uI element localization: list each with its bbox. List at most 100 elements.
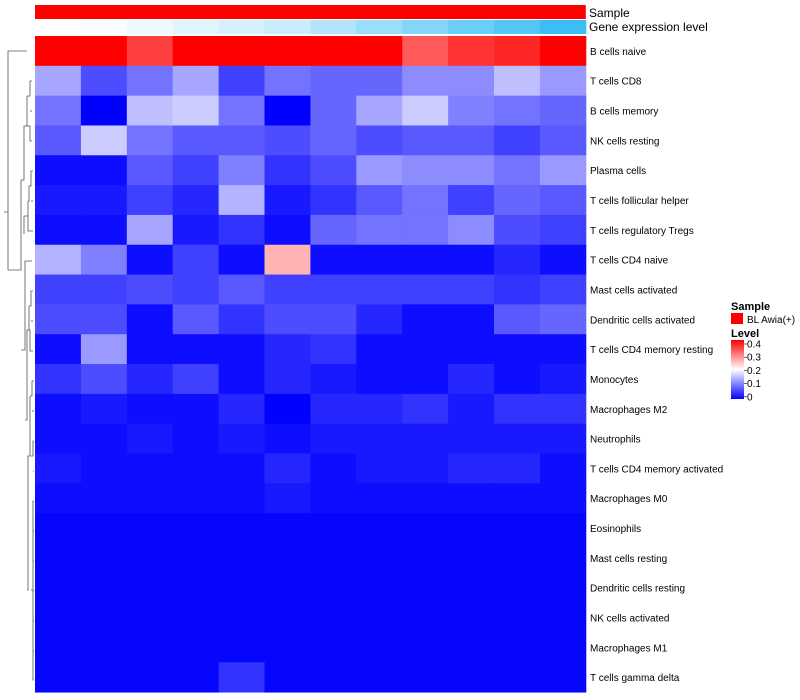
row-label: B cells naive — [590, 47, 647, 58]
heatmap-cell — [126, 334, 174, 365]
heatmap-cell — [264, 662, 311, 693]
heatmap-cell — [218, 393, 265, 425]
dendro-join-mid — [23, 215, 28, 234]
heatmap-cell — [218, 65, 265, 97]
heatmap-cell — [172, 304, 220, 335]
heatmap-cell — [494, 572, 541, 604]
heatmap-cell — [402, 483, 449, 514]
heatmap-cell — [218, 542, 265, 574]
heatmap-cell — [539, 155, 587, 186]
heatmap-cell — [172, 602, 220, 633]
heatmap-cell — [494, 393, 541, 425]
heatmap-cell — [80, 572, 128, 604]
dendro-branch-naive — [4, 50, 27, 213]
annotation-expression-cell — [356, 20, 403, 34]
heatmap-cell — [35, 274, 82, 305]
heatmap-cell — [494, 632, 541, 663]
heatmap-cell — [494, 513, 541, 544]
row-label: T cells follicular helper — [590, 196, 689, 207]
heatmap-cell — [218, 214, 265, 246]
heatmap-cell — [402, 662, 449, 693]
heatmap-cell — [539, 274, 587, 305]
heatmap-cell — [35, 125, 82, 156]
dendro-branch-plasma — [28, 170, 33, 202]
heatmap-cell — [402, 95, 449, 126]
row-label: NK cells activated — [590, 613, 669, 624]
heatmap-cell — [356, 513, 403, 544]
heatmap-cell — [539, 393, 587, 425]
legend-tick-label: 0.2 — [747, 366, 761, 377]
heatmap-cell — [539, 244, 587, 276]
heatmap-cell — [80, 95, 128, 126]
heatmap-cell — [310, 274, 357, 305]
row-label: T cells CD8 — [590, 77, 642, 88]
heatmap-cell — [356, 662, 403, 693]
heatmap-cell — [126, 155, 174, 186]
heatmap-cell — [172, 155, 220, 186]
heatmap-cell — [448, 65, 495, 97]
heatmap-cell — [218, 483, 265, 514]
annotation-label-sample: Sample — [589, 6, 630, 20]
heatmap-cell — [402, 334, 449, 365]
heatmap-cell — [494, 453, 541, 484]
heatmap-cell — [264, 453, 311, 484]
heatmap-cell — [80, 36, 128, 67]
row-labels: B cells naive T cells CD8 B cells memory NK… — [590, 47, 723, 684]
dendro-leaves-zero — [32, 530, 34, 681]
heatmap-cell — [264, 185, 311, 216]
heatmap-cell — [218, 36, 265, 67]
heatmap-cell — [80, 274, 128, 305]
heatmap-cell — [126, 185, 174, 216]
heatmap-cell — [218, 244, 265, 276]
heatmap-cell — [356, 304, 403, 335]
heatmap-cell — [218, 185, 265, 216]
dendro-join-bottom — [27, 396, 31, 500]
heatmap-cell — [539, 36, 587, 67]
heatmap-cells — [35, 36, 587, 693]
heatmap-cell — [539, 542, 587, 574]
heatmap-cell — [172, 95, 220, 126]
heatmap-cell — [402, 602, 449, 633]
heatmap-cell — [218, 632, 265, 663]
heatmap-cell — [494, 483, 541, 514]
heatmap-cell — [539, 483, 587, 514]
heatmap-cell — [402, 513, 449, 544]
heatmap-cell — [310, 214, 357, 246]
heatmap-cell — [126, 95, 174, 126]
heatmap-cell — [126, 542, 174, 574]
heatmap-cell — [172, 662, 220, 693]
heatmap-cell — [80, 244, 128, 276]
row-label: NK cells resting — [590, 136, 659, 147]
heatmap-cell — [310, 483, 357, 514]
annotation-expression-cell — [126, 20, 174, 34]
dendro-join-left — [8, 180, 22, 271]
heatmap-cell — [35, 65, 82, 97]
heatmap-cell — [218, 304, 265, 335]
heatmap-cell — [80, 453, 128, 484]
heatmap-cell — [80, 393, 128, 425]
heatmap-cell — [402, 155, 449, 186]
annotation-expression-cell — [539, 20, 587, 34]
heatmap-cell — [35, 214, 82, 246]
heatmap-cell — [356, 244, 403, 276]
heatmap-cell — [402, 244, 449, 276]
heatmap-cell — [310, 453, 357, 484]
annotation-expression-cell — [218, 20, 265, 34]
heatmap-cell — [494, 244, 541, 276]
heatmap-cell — [126, 602, 174, 633]
row-label: T cells gamma delta — [590, 673, 680, 684]
heatmap-cell — [494, 423, 541, 454]
annotation-label-expression: Gene expression level — [589, 20, 708, 34]
dendro-branch-mast — [29, 290, 33, 307]
heatmap-cell — [494, 304, 541, 335]
heatmap-cell — [448, 662, 495, 693]
heatmap-cell — [264, 513, 311, 544]
heatmap-cell — [539, 334, 587, 365]
row-label: Mast cells resting — [590, 554, 667, 565]
heatmap-cell — [402, 542, 449, 574]
heatmap-cell — [494, 274, 541, 305]
heatmap-cell — [356, 274, 403, 305]
heatmap-cell — [310, 423, 357, 454]
heatmap-cell — [264, 423, 311, 454]
heatmap-cell — [539, 662, 587, 693]
